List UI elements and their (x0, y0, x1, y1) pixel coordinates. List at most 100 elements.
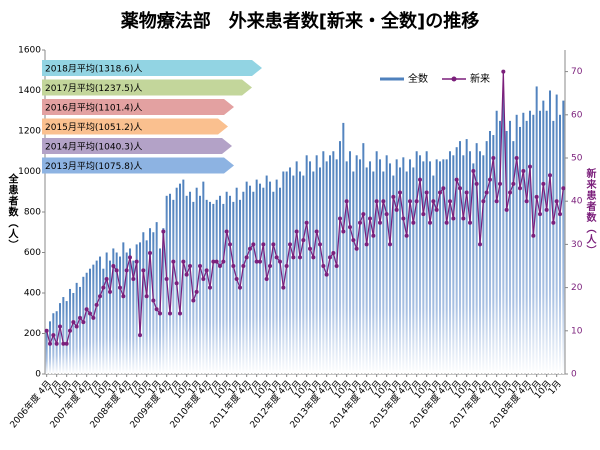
bar (259, 183, 261, 374)
bar (469, 151, 471, 374)
point (468, 220, 472, 225)
bar (412, 167, 415, 374)
bar (142, 232, 145, 374)
point (374, 199, 379, 204)
point (118, 285, 122, 290)
bar (332, 151, 335, 374)
point (278, 259, 282, 264)
point (314, 229, 319, 234)
point (474, 181, 479, 186)
bar (129, 248, 131, 374)
point (334, 264, 339, 268)
bar (45, 329, 48, 374)
banner (42, 138, 232, 154)
point (538, 212, 542, 217)
bar (529, 110, 531, 374)
point (298, 255, 302, 260)
point (234, 276, 239, 281)
bar (525, 120, 528, 374)
bar (395, 159, 398, 374)
point (101, 285, 106, 290)
bar (262, 187, 265, 374)
bar (302, 175, 305, 374)
point (94, 302, 99, 307)
y2-tick-label: 0 (571, 370, 577, 380)
point (264, 276, 269, 281)
point (521, 168, 526, 173)
bar (222, 203, 225, 374)
point (141, 268, 146, 273)
bar (279, 187, 281, 374)
point (421, 212, 426, 217)
bar (519, 126, 521, 374)
point (414, 199, 419, 204)
point (501, 69, 506, 74)
point (451, 216, 456, 221)
bar (79, 286, 81, 374)
point (311, 255, 316, 260)
point (261, 242, 266, 247)
point (271, 242, 276, 247)
point (508, 190, 512, 195)
point (128, 255, 132, 260)
bar (462, 155, 465, 374)
point (524, 199, 529, 204)
bar (65, 301, 68, 374)
bar (232, 201, 235, 374)
bar (499, 120, 501, 374)
point (398, 190, 402, 195)
point (294, 229, 299, 234)
point (191, 298, 196, 303)
y-tick-label: 1200 (18, 127, 41, 137)
point (161, 229, 166, 234)
bar (479, 151, 481, 374)
bar (549, 90, 551, 374)
bar (455, 147, 458, 374)
banner-text: 2017月平均(1237.5)人 (45, 82, 142, 94)
point (84, 307, 89, 312)
point (551, 220, 556, 225)
point (484, 190, 489, 195)
banner (42, 118, 228, 135)
point (91, 315, 96, 320)
point (548, 173, 552, 178)
bar (135, 244, 138, 374)
point (74, 324, 79, 329)
bar (562, 100, 565, 374)
bar (245, 181, 248, 374)
y-tick-label: 400 (24, 289, 41, 299)
point (281, 285, 286, 290)
bar (419, 155, 421, 374)
bar (522, 112, 525, 375)
point (158, 311, 162, 316)
bar (249, 185, 251, 374)
bar (349, 151, 351, 374)
y2-tick-label: 10 (571, 326, 583, 336)
point (44, 328, 49, 333)
point (144, 294, 149, 299)
point (444, 220, 449, 225)
point (478, 242, 482, 247)
bar (509, 120, 511, 374)
point (331, 251, 336, 256)
y2-tick-label: 50 (571, 154, 583, 164)
bar (299, 171, 301, 374)
point (184, 272, 189, 277)
bar (269, 181, 271, 374)
bar (372, 171, 375, 374)
point (68, 328, 72, 333)
bar (512, 141, 515, 374)
bar (172, 199, 175, 374)
point (431, 199, 436, 204)
bar (292, 175, 295, 374)
point (461, 216, 466, 221)
point (481, 199, 486, 204)
bar (339, 141, 341, 374)
point (168, 311, 172, 316)
bar (485, 141, 488, 374)
point (238, 285, 242, 290)
point (354, 246, 359, 251)
point (61, 341, 66, 346)
point (244, 255, 249, 260)
y2-axis-title: 新来患者数（人） (584, 167, 597, 256)
